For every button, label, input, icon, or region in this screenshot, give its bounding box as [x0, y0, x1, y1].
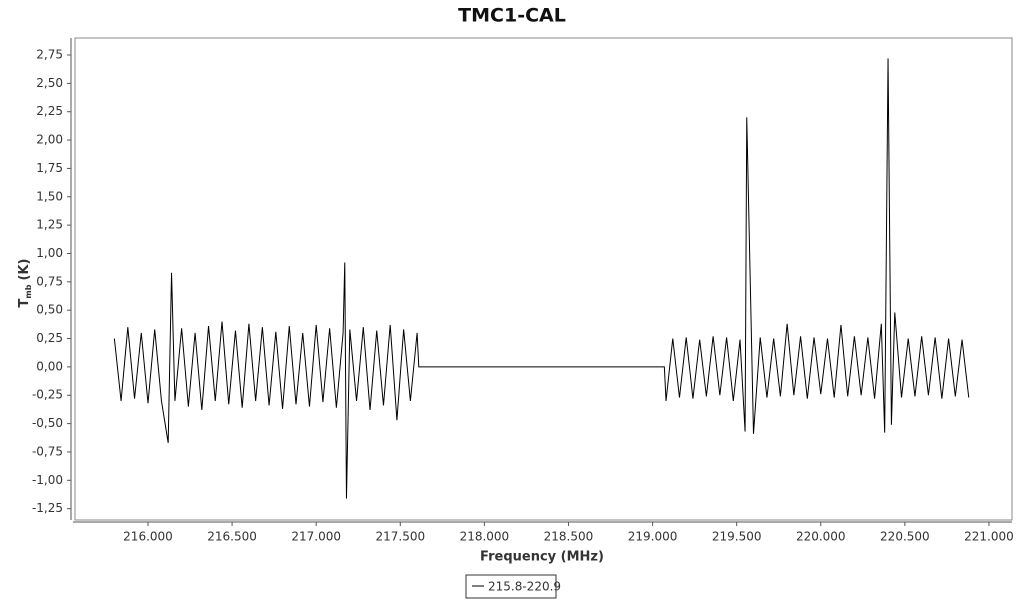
x-tick-label: 216.000 [123, 530, 173, 544]
y-label-main: T [17, 298, 32, 307]
x-tick-label: 219.500 [712, 530, 762, 544]
chart-title: TMC1-CAL [458, 5, 566, 27]
legend [465, 574, 557, 599]
y-tick-label: -1,00 [32, 473, 63, 487]
x-tick-label: 217.500 [375, 530, 425, 544]
x-tick-label: 221.000 [964, 530, 1014, 544]
y-tick-label: 1,75 [36, 161, 63, 175]
legend-label: 215.8-220.9 [488, 580, 561, 594]
y-tick-label: 0,75 [36, 274, 63, 288]
y-label-sub: mb [24, 284, 33, 298]
y-tick-label: 0,25 [36, 331, 63, 345]
y-tick-label: -0,25 [32, 388, 63, 402]
y-tick-label: 2,75 [36, 48, 63, 62]
y-tick-label: -0,75 [32, 444, 63, 458]
y-tick-label: 2,00 [36, 133, 63, 147]
x-tick-label: 217.000 [291, 530, 341, 544]
y-tick-label: 1,25 [36, 218, 63, 232]
y-tick-label: 2,25 [36, 104, 63, 118]
plot-frame [74, 37, 1013, 521]
y-label-unit: (K) [17, 259, 32, 281]
x-tick-label: 220.500 [880, 530, 930, 544]
x-tick-label: 216.500 [207, 530, 257, 544]
y-tick-label: 2,50 [36, 76, 63, 90]
y-tick-label: 1,00 [36, 246, 63, 260]
x-tick-label: 219.000 [628, 530, 678, 544]
y-axis-label: Tmb (K) [17, 259, 33, 308]
x-axis-label: Frequency (MHz) [480, 550, 604, 565]
y-tick-label: 1,50 [36, 189, 63, 203]
y-tick-label: -1,25 [32, 501, 63, 515]
x-tick-label: 220.000 [796, 530, 846, 544]
x-tick-label: 218.500 [544, 530, 594, 544]
x-tick-label: 218.000 [460, 530, 510, 544]
spectrum-line [113, 58, 970, 499]
y-tick-label: 0,50 [36, 303, 63, 317]
y-tick-label: 0,00 [36, 359, 63, 373]
y-tick-label: -0,50 [32, 416, 63, 430]
